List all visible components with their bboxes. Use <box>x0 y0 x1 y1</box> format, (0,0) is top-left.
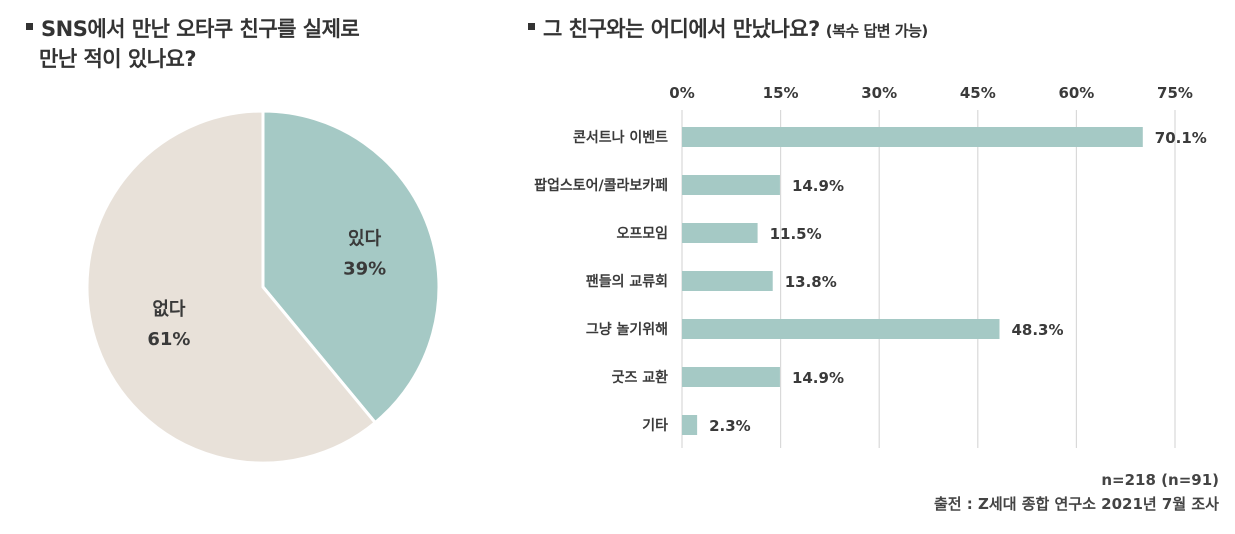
bar <box>682 319 1000 339</box>
category-label: 팬들의 교류회 <box>586 273 668 290</box>
category-label: 그냥 놀기위해 <box>586 321 668 338</box>
category-label: 콘서트나 이벤트 <box>573 129 668 146</box>
pie-slice-label: 없다 <box>152 299 186 320</box>
title-bullet-icon <box>528 22 535 30</box>
bar-value-label: 13.8% <box>785 273 837 291</box>
x-tick-label: 75% <box>1157 84 1193 102</box>
category-label: 팝업스토어/콜라보카페 <box>534 177 668 194</box>
source-note: 출전 : Z세대 종합 연구소 2021년 7월 조사 <box>933 495 1219 513</box>
pie-slice-2 <box>85 109 378 465</box>
title-bullet-icon <box>26 22 33 30</box>
bar-value-label: 48.3% <box>1011 321 1063 339</box>
pie-chart-title-line2: 만난 적이 있나요? <box>39 47 197 71</box>
category-label: 오프모임 <box>616 226 668 242</box>
x-tick-label: 60% <box>1058 84 1094 102</box>
bar-value-label: 14.9% <box>792 369 844 387</box>
pie-slice-1 <box>261 109 441 425</box>
x-tick-label: 45% <box>960 84 996 102</box>
bar-chart: 0% 15% 30% 45% 60% 75% 콘서트나 이벤트 70.1% 팝업스토어/콜라보카… <box>534 84 1207 448</box>
bar-value-label: 2.3% <box>709 417 751 435</box>
pie-slice-label: 있다 <box>348 228 382 249</box>
bar-value-label: 11.5% <box>770 225 822 243</box>
bar <box>682 223 758 243</box>
x-tick-label: 0% <box>669 84 694 102</box>
x-tick-label: 15% <box>763 84 799 102</box>
bar <box>682 127 1143 147</box>
bar <box>682 271 773 291</box>
pie-chart: 있다 39% 없다 61% <box>85 109 441 465</box>
bar-chart-title-main: 그 친구와는 어디에서 만났나요? <box>543 17 820 41</box>
sample-size-note: n=218 (n=91) <box>1101 471 1219 489</box>
pie-slice-value-label: 39% <box>343 258 386 279</box>
bar-value-label: 14.9% <box>792 177 844 195</box>
pie-slice-value-label: 61% <box>147 329 190 350</box>
bar <box>682 175 780 195</box>
bar <box>682 415 698 435</box>
bar <box>682 367 780 387</box>
bar-chart-title-sub: (복수 답변 가능) <box>825 22 928 40</box>
chart-footer: n=218 (n=91) 출전 : Z세대 종합 연구소 2021년 7월 조사 <box>934 468 1219 516</box>
x-tick-label: 30% <box>861 84 897 102</box>
pie-chart-title: SNS에서 만난 오타쿠 친구를 실제로 만난 적이 있나요? <box>26 14 456 74</box>
category-label: 기타 <box>642 418 668 434</box>
bar-value-label: 70.1% <box>1155 129 1207 147</box>
category-label: 굿즈 교환 <box>612 369 669 386</box>
bar-chart-title: 그 친구와는 어디에서 만났나요? (복수 답변 가능) <box>528 14 1128 46</box>
